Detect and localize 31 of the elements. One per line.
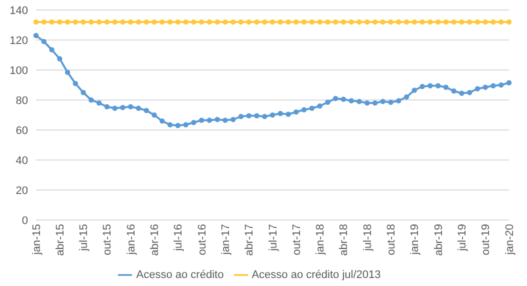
x-tick-label: jul-19 xyxy=(456,224,469,252)
x-tick-label: jan-20 xyxy=(504,224,516,256)
legend-label: Acesso ao crédito xyxy=(136,268,224,281)
y-tick-label: 40 xyxy=(16,154,28,167)
x-tick-label: jan-18 xyxy=(314,224,327,256)
x-tick-label: out-16 xyxy=(196,224,208,256)
x-tick-label: jan-16 xyxy=(125,224,138,256)
x-tick-label: jan-15 xyxy=(30,224,43,256)
x-tick-label: out-17 xyxy=(290,224,303,256)
x-tick-label: jan-19 xyxy=(409,224,422,256)
x-tick-label: abr-16 xyxy=(149,224,162,256)
x-tick-label: out-19 xyxy=(480,224,492,256)
legend-label: Acesso ao crédito jul/2013 xyxy=(252,268,381,281)
x-tick-label: abr-17 xyxy=(244,224,256,256)
y-tick-label: 120 xyxy=(10,34,28,47)
x-tick-label: jul-17 xyxy=(267,224,280,252)
x-tick-label: jul-18 xyxy=(362,224,374,252)
x-tick-label: abr-18 xyxy=(338,224,350,256)
x-tick-label: out-18 xyxy=(386,224,398,256)
x-tick-label: jan-17 xyxy=(220,224,232,256)
y-tick-label: 140 xyxy=(10,4,28,17)
y-tick-label: 0 xyxy=(22,214,28,227)
y-tick-label: 100 xyxy=(10,64,28,77)
x-tick-label: jul-16 xyxy=(172,224,185,252)
x-tick-label: jul-15 xyxy=(78,224,90,252)
x-tick-label: abr-15 xyxy=(54,224,66,256)
y-tick-label: 20 xyxy=(16,184,28,197)
y-tick-label: 80 xyxy=(16,94,28,107)
x-tick-label: out-15 xyxy=(102,224,114,256)
x-tick-label: abr-19 xyxy=(432,224,445,256)
y-tick-label: 60 xyxy=(16,124,28,137)
